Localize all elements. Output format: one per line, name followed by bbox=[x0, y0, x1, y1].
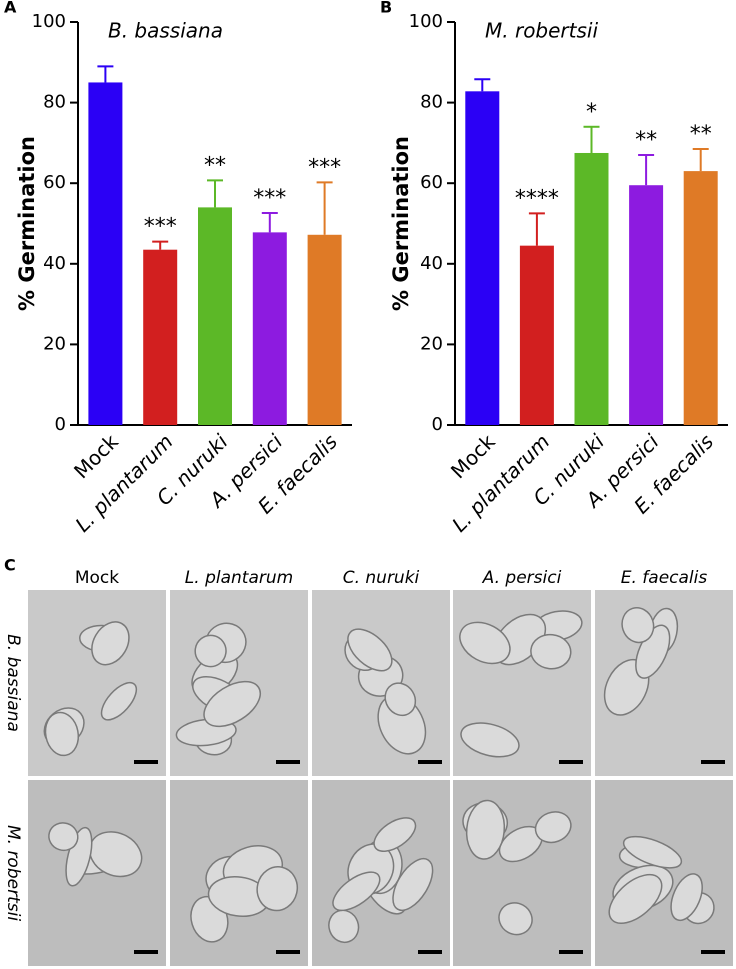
y-axis-label: % Germination bbox=[15, 136, 39, 311]
bar bbox=[88, 82, 123, 425]
y-tick-label: 100 bbox=[409, 11, 443, 32]
column-header: A. persici bbox=[482, 568, 562, 588]
bar bbox=[307, 234, 342, 425]
micrograph bbox=[312, 780, 450, 966]
cell bbox=[498, 902, 533, 936]
column-header: Mock bbox=[75, 568, 119, 588]
y-tick-label: 40 bbox=[420, 253, 443, 274]
cell bbox=[530, 633, 572, 670]
error-bar bbox=[97, 65, 114, 83]
column-header: C. nuruki bbox=[343, 568, 420, 588]
y-tick-label: 80 bbox=[420, 92, 443, 113]
significance-label: *** bbox=[253, 186, 286, 211]
bar bbox=[629, 185, 664, 425]
y-tick-label: 0 bbox=[432, 414, 443, 435]
bar bbox=[574, 152, 609, 425]
cell bbox=[534, 811, 572, 844]
row-label: B. bassiana bbox=[3, 634, 23, 732]
cell bbox=[328, 909, 360, 944]
panel-label: B bbox=[380, 0, 392, 17]
column-header: E. faecalis bbox=[621, 568, 708, 588]
micrograph bbox=[595, 590, 733, 776]
error-bar bbox=[692, 147, 709, 172]
cell bbox=[373, 817, 417, 852]
cell bbox=[44, 711, 80, 757]
cell bbox=[465, 799, 506, 860]
micrograph bbox=[453, 780, 591, 966]
micrograph bbox=[170, 590, 308, 776]
chart-title: B. bassiana bbox=[108, 19, 223, 43]
cell bbox=[203, 680, 261, 728]
panel-label: C bbox=[4, 556, 16, 575]
error-bar bbox=[152, 240, 169, 250]
micrograph bbox=[453, 590, 591, 776]
cell bbox=[194, 634, 227, 668]
cell bbox=[460, 722, 520, 758]
micrograph bbox=[28, 780, 166, 966]
cell bbox=[622, 835, 683, 869]
significance-label: *** bbox=[308, 155, 341, 180]
y-tick-label: 20 bbox=[43, 333, 66, 354]
chart-title: M. robertsii bbox=[485, 19, 598, 43]
y-tick-label: 20 bbox=[420, 333, 443, 354]
micrograph bbox=[170, 780, 308, 966]
error-bar bbox=[474, 78, 491, 92]
y-tick-label: 100 bbox=[32, 11, 66, 32]
cell bbox=[608, 873, 663, 925]
row-label: M. robertsii bbox=[3, 825, 23, 921]
cell bbox=[635, 624, 671, 679]
significance-label: * bbox=[586, 100, 597, 125]
cell bbox=[100, 681, 138, 721]
error-bar bbox=[528, 212, 545, 246]
cell bbox=[384, 682, 417, 717]
significance-label: ** bbox=[635, 128, 657, 153]
error-bar bbox=[261, 212, 278, 233]
bar bbox=[683, 171, 718, 425]
cell bbox=[48, 822, 79, 852]
column-header: L. plantarum bbox=[185, 568, 293, 588]
y-axis-label: % Germination bbox=[389, 136, 413, 311]
error-bar bbox=[583, 125, 600, 153]
cell bbox=[256, 866, 299, 912]
significance-label: ** bbox=[690, 122, 712, 147]
significance-label: **** bbox=[515, 186, 559, 211]
bar bbox=[465, 91, 500, 425]
cell bbox=[332, 871, 381, 912]
micrograph bbox=[312, 590, 450, 776]
bar bbox=[198, 207, 232, 425]
error-bar bbox=[638, 153, 655, 186]
y-tick-label: 60 bbox=[43, 172, 66, 193]
cell bbox=[347, 628, 393, 672]
cell bbox=[670, 873, 703, 922]
cell bbox=[392, 857, 434, 912]
y-tick-label: 60 bbox=[420, 172, 443, 193]
micrograph bbox=[28, 590, 166, 776]
bar bbox=[252, 232, 287, 425]
y-tick-label: 40 bbox=[43, 253, 66, 274]
significance-label: ** bbox=[204, 153, 226, 178]
bar bbox=[143, 249, 178, 425]
micrograph bbox=[595, 780, 733, 966]
panel-label: A bbox=[4, 0, 17, 17]
cell bbox=[459, 621, 511, 665]
cell bbox=[91, 621, 130, 666]
micrograph-background bbox=[28, 590, 166, 776]
y-tick-label: 0 bbox=[55, 414, 66, 435]
significance-label: *** bbox=[144, 215, 177, 240]
cell bbox=[621, 607, 655, 644]
y-tick-label: 80 bbox=[43, 92, 66, 113]
error-bar bbox=[316, 181, 333, 235]
bar bbox=[519, 245, 554, 425]
error-bar bbox=[207, 179, 223, 208]
